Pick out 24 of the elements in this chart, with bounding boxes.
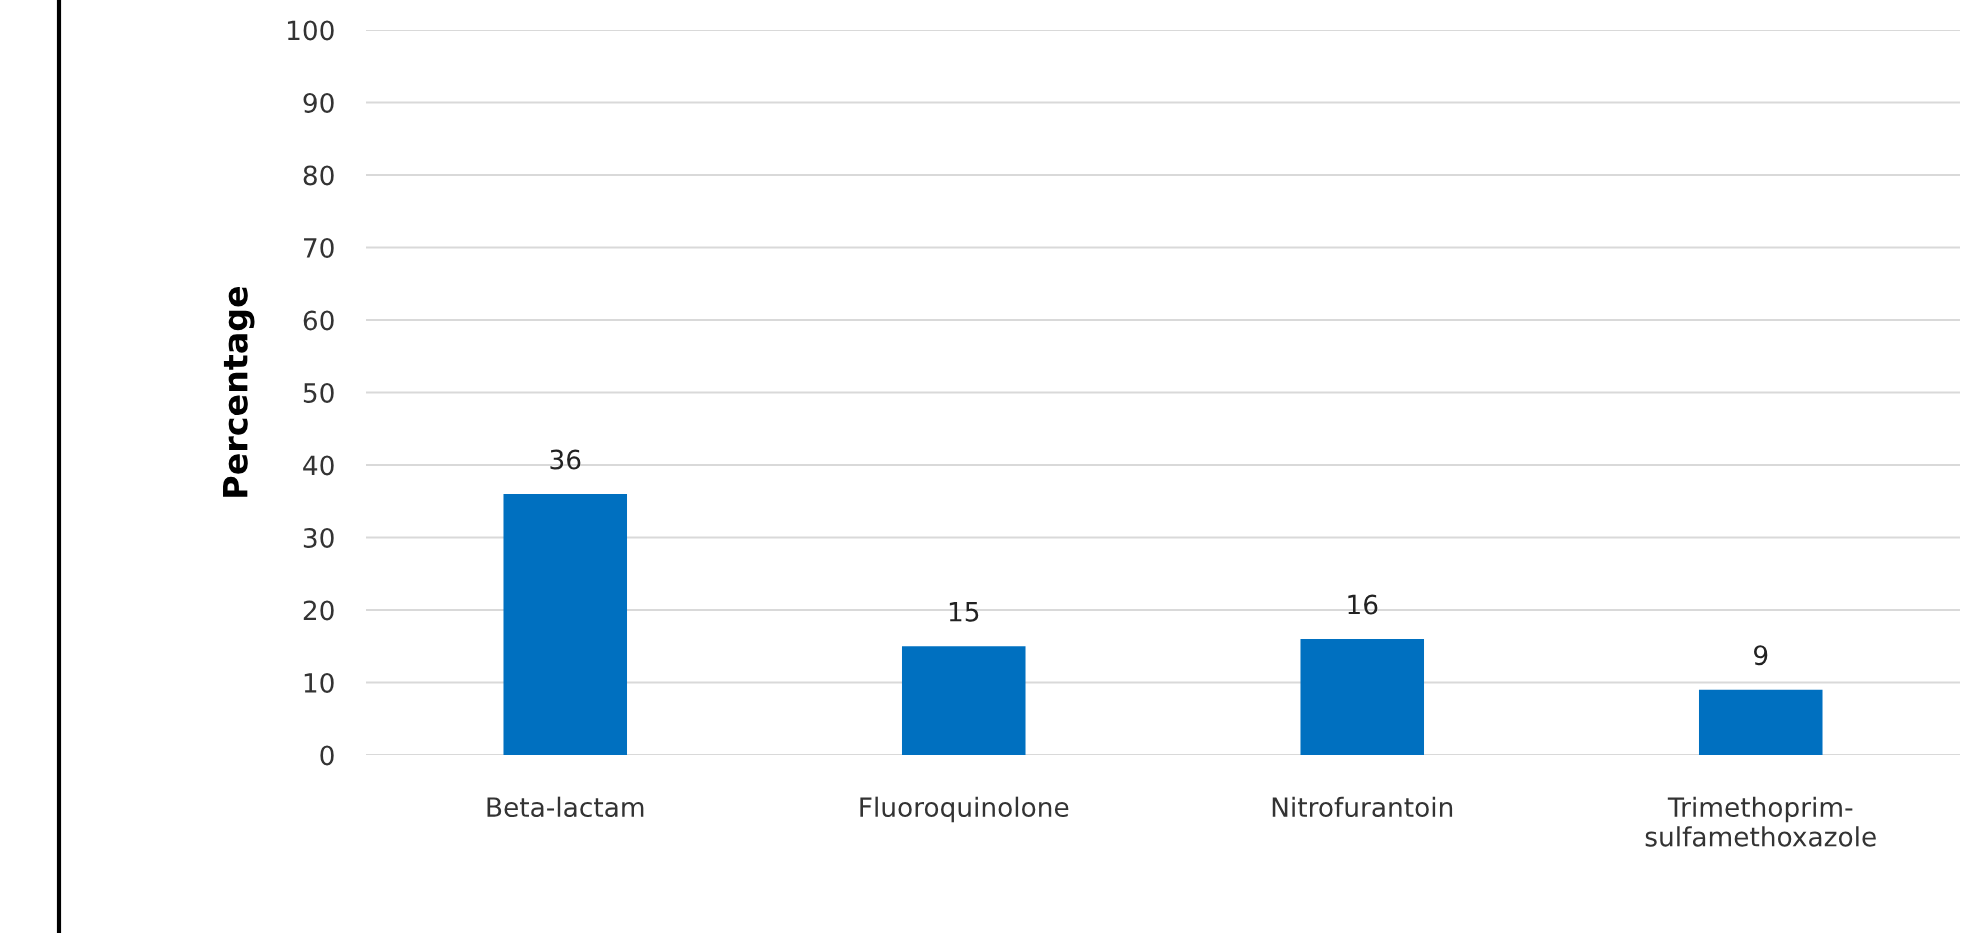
- data-label: 15: [949, 602, 979, 622]
- x-tick-label: Nitrofurantoin: [1272, 796, 1453, 818]
- x-tick-label: Trimethoprim- sulfamethoxazole: [1645, 796, 1876, 847]
- data-label: 36: [550, 449, 581, 470]
- y-tick-label: 80: [303, 165, 334, 186]
- y-tick-label: 40: [303, 455, 334, 476]
- y-axis-title: Percentage: [223, 286, 255, 497]
- y-tick-label: 10: [304, 672, 334, 693]
- x-tick-label: Fluoroquinolone: [860, 796, 1069, 823]
- y-tick-label: 90: [303, 92, 334, 113]
- y-tick-label: 20: [303, 600, 334, 621]
- y-tick-label: 50: [303, 382, 334, 403]
- bar: [901, 646, 1026, 755]
- x-tick-label: Beta-lactam: [487, 796, 644, 818]
- bar: [1698, 689, 1823, 755]
- bar: [503, 494, 628, 755]
- y-tick-label: 100: [287, 20, 334, 41]
- data-label: 16: [1348, 594, 1378, 615]
- y-tick-label: 70: [304, 237, 334, 258]
- y-tick-label: 60: [303, 310, 334, 331]
- bar: [1300, 639, 1425, 755]
- data-label: 9: [1754, 645, 1768, 666]
- y-tick-label: 0: [320, 745, 334, 766]
- y-tick-label: 30: [303, 527, 334, 548]
